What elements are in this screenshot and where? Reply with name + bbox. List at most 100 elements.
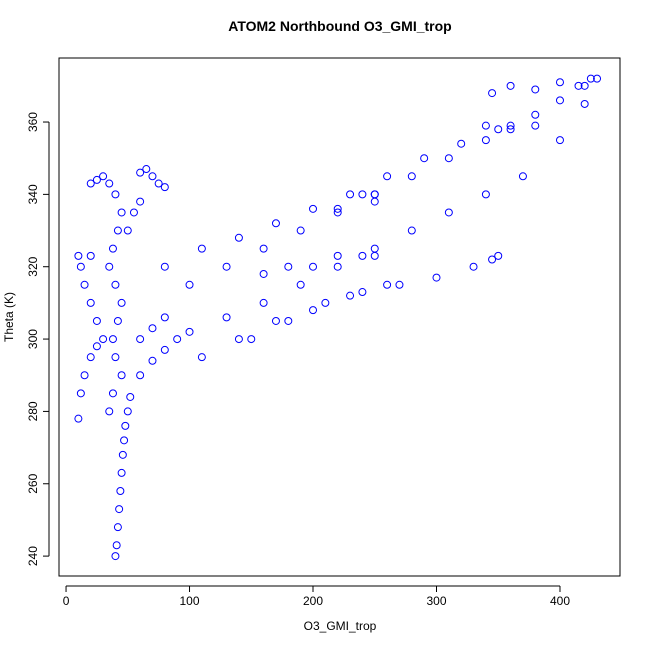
point xyxy=(284,262,293,271)
point xyxy=(118,450,127,459)
point xyxy=(197,353,206,362)
point xyxy=(148,172,157,181)
point xyxy=(383,280,392,289)
point xyxy=(444,208,453,217)
y-axis-label: Theta (K) xyxy=(2,292,16,342)
point xyxy=(309,306,318,315)
point xyxy=(92,316,101,325)
point xyxy=(506,121,515,130)
point xyxy=(407,226,416,235)
point xyxy=(383,172,392,181)
point xyxy=(86,251,95,260)
point xyxy=(117,371,126,380)
point xyxy=(574,81,583,90)
y-tick-label: 260 xyxy=(26,473,40,493)
point xyxy=(116,486,125,495)
point xyxy=(259,244,268,253)
y-tick-label: 320 xyxy=(26,256,40,276)
point xyxy=(80,371,89,380)
x-axis-label: O3_GMI_trop xyxy=(304,619,377,633)
point xyxy=(136,168,145,177)
y-tick-label: 240 xyxy=(26,546,40,566)
point xyxy=(99,172,108,181)
point xyxy=(234,233,243,242)
point xyxy=(117,298,126,307)
point xyxy=(129,208,138,217)
point xyxy=(358,251,367,260)
point xyxy=(74,414,83,423)
point xyxy=(76,262,85,271)
point xyxy=(117,468,126,477)
point xyxy=(346,291,355,300)
point xyxy=(457,139,466,148)
point xyxy=(113,523,122,532)
point xyxy=(222,313,231,322)
point xyxy=(481,121,490,130)
point xyxy=(92,342,101,351)
point xyxy=(113,316,122,325)
point xyxy=(494,125,503,134)
point xyxy=(531,121,540,130)
y-tick-label: 280 xyxy=(26,401,40,421)
point xyxy=(333,208,342,217)
point xyxy=(185,280,194,289)
point xyxy=(108,389,117,398)
point xyxy=(160,313,169,322)
point xyxy=(395,280,404,289)
x-tick-label: 200 xyxy=(303,594,323,608)
point xyxy=(494,251,503,260)
point xyxy=(593,74,602,83)
point xyxy=(123,226,132,235)
point xyxy=(358,190,367,199)
point xyxy=(120,436,129,445)
point xyxy=(370,197,379,206)
point xyxy=(555,136,564,145)
point xyxy=(333,204,342,213)
point xyxy=(121,421,130,430)
point xyxy=(432,273,441,282)
point xyxy=(271,316,280,325)
point xyxy=(531,110,540,119)
point xyxy=(160,345,169,354)
point xyxy=(321,298,330,307)
point xyxy=(136,197,145,206)
point xyxy=(108,335,117,344)
point xyxy=(108,244,117,253)
point xyxy=(259,298,268,307)
chart-title: ATOM2 Northbound O3_GMI_trop xyxy=(228,18,451,34)
point xyxy=(309,204,318,213)
point xyxy=(112,541,121,550)
point xyxy=(333,262,342,271)
point xyxy=(271,219,280,228)
point xyxy=(105,179,114,188)
point xyxy=(105,407,114,416)
point xyxy=(111,190,120,199)
point xyxy=(111,552,120,561)
point xyxy=(136,335,145,344)
point xyxy=(481,136,490,145)
point xyxy=(92,175,101,184)
plot-frame xyxy=(58,57,621,577)
point xyxy=(113,226,122,235)
point xyxy=(488,255,497,264)
point xyxy=(555,96,564,105)
point xyxy=(488,89,497,98)
point xyxy=(370,251,379,260)
point xyxy=(234,335,243,344)
point xyxy=(309,262,318,271)
point xyxy=(531,85,540,94)
y-tick-label: 300 xyxy=(26,329,40,349)
point xyxy=(506,81,515,90)
point xyxy=(481,190,490,199)
y-tick-label: 340 xyxy=(26,184,40,204)
point xyxy=(173,335,182,344)
point xyxy=(123,407,132,416)
point xyxy=(444,154,453,163)
point xyxy=(296,280,305,289)
point xyxy=(76,389,85,398)
point xyxy=(154,179,163,188)
x-tick-label: 0 xyxy=(63,594,70,608)
point xyxy=(160,262,169,271)
point xyxy=(370,190,379,199)
